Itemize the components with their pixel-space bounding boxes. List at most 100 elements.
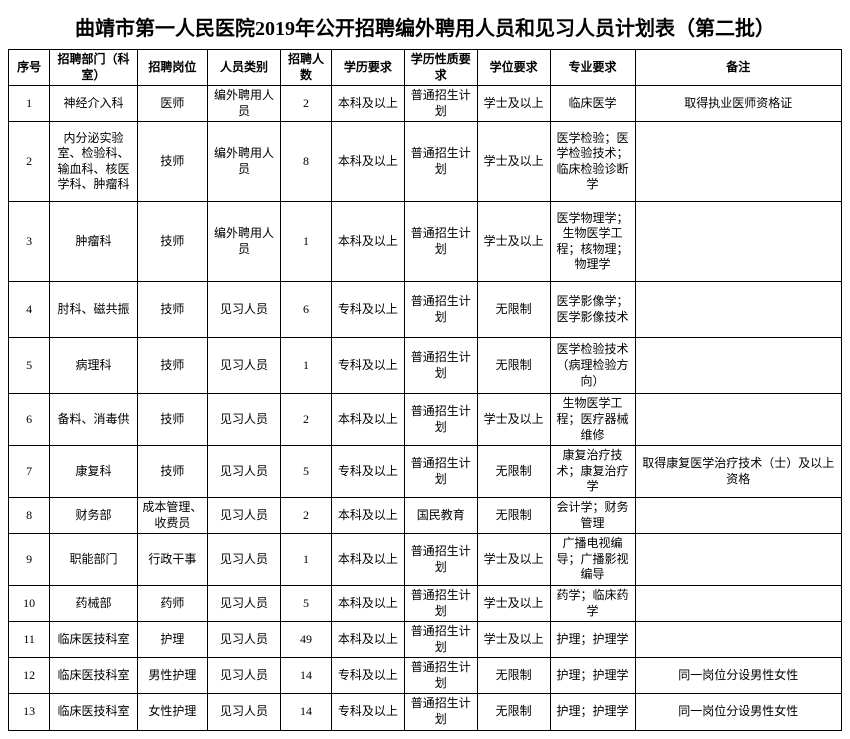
table-row: 11临床医技科室护理见习人员49本科及以上普通招生计划学士及以上护理；护理学: [9, 622, 842, 658]
col-num: 招聘人数: [280, 50, 331, 86]
cell-num: 2: [280, 394, 331, 446]
cell-pos: 技师: [137, 202, 207, 282]
cell-type: 见习人员: [208, 694, 281, 730]
cell-dept: 康复科: [50, 446, 137, 498]
cell-no: 12: [9, 658, 50, 694]
cell-pos: 女性护理: [137, 694, 207, 730]
cell-type: 见习人员: [208, 446, 281, 498]
col-note: 备注: [635, 50, 842, 86]
cell-pos: 医师: [137, 86, 207, 122]
cell-deg: 学士及以上: [477, 122, 550, 202]
cell-type: 编外聘用人员: [208, 86, 281, 122]
cell-nat: 普通招生计划: [404, 394, 477, 446]
cell-nat: 普通招生计划: [404, 585, 477, 621]
cell-num: 1: [280, 534, 331, 586]
cell-num: 6: [280, 282, 331, 338]
cell-maj: 生物医学工程；医疗器械维修: [550, 394, 635, 446]
cell-edu: 专科及以上: [331, 282, 404, 338]
table-row: 3肿瘤科技师编外聘用人员1本科及以上普通招生计划学士及以上医学物理学；生物医学工…: [9, 202, 842, 282]
cell-type: 见习人员: [208, 282, 281, 338]
cell-nat: 普通招生计划: [404, 122, 477, 202]
cell-nat: 普通招生计划: [404, 202, 477, 282]
cell-num: 49: [280, 622, 331, 658]
col-maj: 专业要求: [550, 50, 635, 86]
cell-no: 1: [9, 86, 50, 122]
cell-type: 编外聘用人员: [208, 202, 281, 282]
cell-maj: 医学影像学；医学影像技术: [550, 282, 635, 338]
table-row: 2内分泌实验室、检验科、输血科、核医学科、肿瘤科技师编外聘用人员8本科及以上普通…: [9, 122, 842, 202]
cell-type: 见习人员: [208, 394, 281, 446]
cell-note: 取得执业医师资格证: [635, 86, 842, 122]
cell-edu: 本科及以上: [331, 86, 404, 122]
table-row: 12临床医技科室男性护理见习人员14专科及以上普通招生计划无限制护理；护理学同一…: [9, 658, 842, 694]
cell-note: [635, 497, 842, 533]
cell-note: [635, 338, 842, 394]
cell-no: 7: [9, 446, 50, 498]
cell-edu: 本科及以上: [331, 622, 404, 658]
cell-no: 8: [9, 497, 50, 533]
col-dept: 招聘部门（科室）: [50, 50, 137, 86]
cell-maj: 护理；护理学: [550, 694, 635, 730]
cell-pos: 技师: [137, 122, 207, 202]
cell-deg: 无限制: [477, 497, 550, 533]
cell-num: 5: [280, 446, 331, 498]
cell-note: [635, 622, 842, 658]
cell-deg: 无限制: [477, 658, 550, 694]
cell-edu: 专科及以上: [331, 446, 404, 498]
cell-dept: 肘科、磁共振: [50, 282, 137, 338]
cell-pos: 成本管理、收费员: [137, 497, 207, 533]
cell-dept: 药械部: [50, 585, 137, 621]
cell-deg: 学士及以上: [477, 585, 550, 621]
cell-no: 13: [9, 694, 50, 730]
col-deg: 学位要求: [477, 50, 550, 86]
cell-maj: 临床医学: [550, 86, 635, 122]
cell-nat: 普通招生计划: [404, 282, 477, 338]
cell-no: 2: [9, 122, 50, 202]
cell-deg: 无限制: [477, 446, 550, 498]
cell-pos: 行政干事: [137, 534, 207, 586]
cell-dept: 临床医技科室: [50, 622, 137, 658]
cell-nat: 普通招生计划: [404, 534, 477, 586]
cell-deg: 学士及以上: [477, 394, 550, 446]
col-type: 人员类别: [208, 50, 281, 86]
cell-dept: 临床医技科室: [50, 658, 137, 694]
cell-note: [635, 282, 842, 338]
cell-note: 取得康复医学治疗技术（士）及以上资格: [635, 446, 842, 498]
cell-pos: 技师: [137, 338, 207, 394]
cell-no: 9: [9, 534, 50, 586]
cell-deg: 无限制: [477, 282, 550, 338]
cell-num: 2: [280, 497, 331, 533]
cell-dept: 职能部门: [50, 534, 137, 586]
cell-maj: 医学检验；医学检验技术；临床检验诊断学: [550, 122, 635, 202]
cell-no: 11: [9, 622, 50, 658]
cell-edu: 专科及以上: [331, 658, 404, 694]
cell-type: 见习人员: [208, 658, 281, 694]
cell-edu: 本科及以上: [331, 497, 404, 533]
cell-num: 14: [280, 658, 331, 694]
cell-num: 14: [280, 694, 331, 730]
cell-maj: 医学物理学；生物医学工程；核物理；物理学: [550, 202, 635, 282]
cell-num: 1: [280, 338, 331, 394]
cell-deg: 学士及以上: [477, 622, 550, 658]
cell-edu: 本科及以上: [331, 122, 404, 202]
cell-num: 5: [280, 585, 331, 621]
cell-num: 2: [280, 86, 331, 122]
cell-no: 4: [9, 282, 50, 338]
cell-no: 6: [9, 394, 50, 446]
col-pos: 招聘岗位: [137, 50, 207, 86]
cell-edu: 本科及以上: [331, 394, 404, 446]
cell-pos: 药师: [137, 585, 207, 621]
cell-no: 3: [9, 202, 50, 282]
cell-num: 8: [280, 122, 331, 202]
table-row: 4肘科、磁共振技师见习人员6专科及以上普通招生计划无限制医学影像学；医学影像技术: [9, 282, 842, 338]
table-row: 9职能部门行政干事见习人员1本科及以上普通招生计划学士及以上广播电视编导；广播影…: [9, 534, 842, 586]
table-row: 13临床医技科室女性护理见习人员14专科及以上普通招生计划无限制护理；护理学同一…: [9, 694, 842, 730]
cell-edu: 本科及以上: [331, 585, 404, 621]
cell-pos: 男性护理: [137, 658, 207, 694]
cell-nat: 普通招生计划: [404, 86, 477, 122]
cell-maj: 药学；临床药学: [550, 585, 635, 621]
cell-nat: 普通招生计划: [404, 658, 477, 694]
cell-type: 见习人员: [208, 585, 281, 621]
cell-note: [635, 122, 842, 202]
cell-deg: 无限制: [477, 338, 550, 394]
